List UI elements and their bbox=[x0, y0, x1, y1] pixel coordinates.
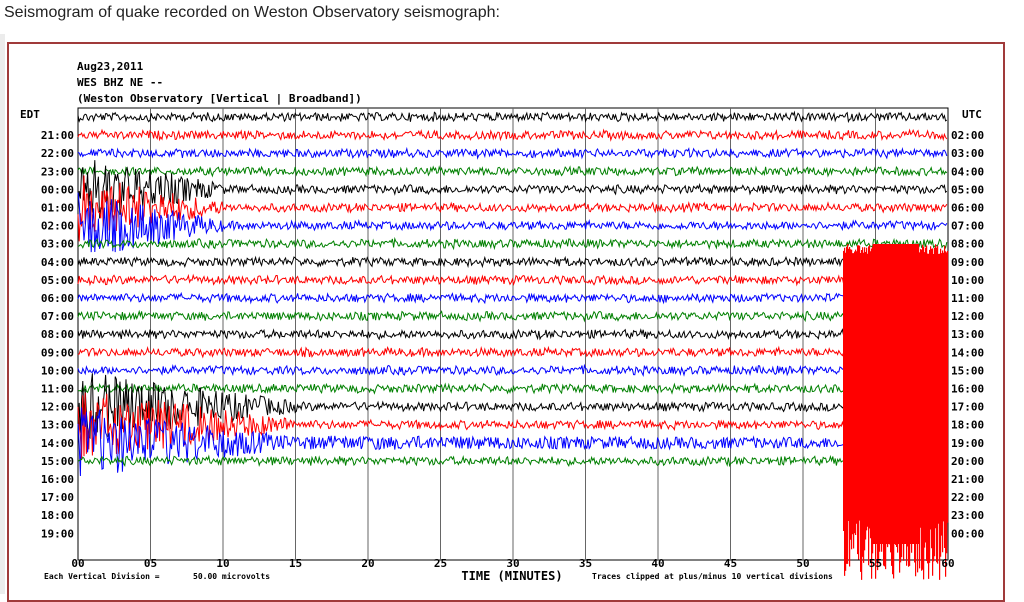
left-time-label: 00:00 bbox=[41, 183, 74, 196]
trace-line bbox=[77, 110, 948, 124]
left-time-label: 06:00 bbox=[41, 292, 74, 305]
page-edge bbox=[0, 34, 5, 594]
trace-line bbox=[77, 273, 948, 287]
trace-line bbox=[77, 373, 948, 441]
x-tick-label: 55 bbox=[869, 557, 882, 570]
right-time-label: 08:00 bbox=[951, 238, 984, 251]
right-time-label: 10:00 bbox=[951, 274, 984, 287]
x-tick-label: 40 bbox=[651, 557, 664, 570]
left-time-label: 16:00 bbox=[41, 473, 74, 486]
right-time-label: 16:00 bbox=[951, 383, 984, 396]
right-time-label: 02:00 bbox=[951, 129, 984, 142]
right-time-label: 22:00 bbox=[951, 491, 984, 504]
x-axis-title: TIME (MINUTES) bbox=[461, 569, 562, 583]
x-tick-label: 35 bbox=[579, 557, 592, 570]
trace-line bbox=[77, 382, 948, 395]
right-time-label: 04:00 bbox=[951, 165, 984, 178]
right-time-label: 15:00 bbox=[951, 364, 984, 377]
left-time-label: 15:00 bbox=[41, 455, 74, 468]
x-tick-label: 60 bbox=[941, 557, 954, 570]
trace-line bbox=[77, 407, 948, 477]
trace-line bbox=[77, 291, 948, 305]
left-time-label: 08:00 bbox=[41, 328, 74, 341]
trace-line bbox=[77, 146, 948, 160]
left-time-label: 18:00 bbox=[41, 509, 74, 522]
left-time-label: 10:00 bbox=[41, 364, 74, 377]
right-time-label: 21:00 bbox=[951, 473, 984, 486]
trace-line bbox=[77, 160, 948, 219]
trace-line bbox=[77, 327, 947, 341]
right-time-label: 09:00 bbox=[951, 256, 984, 269]
left-time-label: 19:00 bbox=[41, 527, 74, 540]
trace-line bbox=[77, 165, 948, 178]
trace-line bbox=[77, 392, 948, 460]
right-time-label: 05:00 bbox=[951, 183, 984, 196]
left-time-label: 14:00 bbox=[41, 437, 74, 450]
x-tick-label: 10 bbox=[216, 557, 229, 570]
left-time-label: 07:00 bbox=[41, 310, 74, 323]
right-time-label: 14:00 bbox=[951, 346, 984, 359]
left-time-label: 04:00 bbox=[41, 256, 74, 269]
right-time-label: 17:00 bbox=[951, 401, 984, 414]
x-tick-label: 30 bbox=[506, 557, 519, 570]
left-axis-title: EDT bbox=[20, 108, 40, 121]
left-time-label: 01:00 bbox=[41, 202, 74, 215]
left-time-label: 12:00 bbox=[41, 401, 74, 414]
left-time-label: 11:00 bbox=[41, 383, 74, 396]
x-tick-label: 15 bbox=[289, 557, 302, 570]
trace-line bbox=[77, 236, 948, 251]
trace-line bbox=[77, 128, 948, 142]
trace-line bbox=[77, 363, 948, 378]
trace-line bbox=[77, 175, 948, 242]
trace-line bbox=[77, 192, 948, 253]
x-tick-label: 50 bbox=[796, 557, 809, 570]
header-date: Aug23,2011 bbox=[77, 60, 144, 73]
x-tick-label: 00 bbox=[71, 557, 84, 570]
header-station: WES BHZ NE -- bbox=[77, 76, 163, 89]
right-time-label: 23:00 bbox=[951, 509, 984, 522]
right-time-label: 18:00 bbox=[951, 419, 984, 432]
right-time-label: 00:00 bbox=[951, 527, 984, 540]
quake-clipped-block bbox=[872, 244, 919, 544]
trace-line bbox=[77, 309, 948, 323]
time-labels: 21:00 02:00 22:00 03:00 23:00 04:00 00:00 05:00… bbox=[41, 129, 984, 540]
left-time-label: 03:00 bbox=[41, 238, 74, 251]
footer-clip-note: Traces clipped at plus/minus 10 vertical… bbox=[592, 571, 833, 581]
x-tick-labels: 00 05 10 15 20 25 30 35 40 45 50 55 60 bbox=[71, 557, 954, 570]
right-time-label: 03:00 bbox=[951, 147, 984, 160]
right-time-label: 11:00 bbox=[951, 292, 984, 305]
header-instrument: (Weston Observatory [Vertical | Broadban… bbox=[77, 92, 362, 105]
x-tick-label: 05 bbox=[144, 557, 157, 570]
right-time-label: 19:00 bbox=[951, 437, 984, 450]
left-time-label: 21:00 bbox=[41, 129, 74, 142]
trace-line bbox=[77, 345, 948, 359]
x-tick-label: 45 bbox=[724, 557, 737, 570]
right-time-label: 06:00 bbox=[951, 202, 984, 215]
trace-group bbox=[77, 110, 949, 580]
left-time-label: 02:00 bbox=[41, 220, 74, 233]
right-time-label: 13:00 bbox=[951, 328, 984, 341]
left-time-label: 09:00 bbox=[41, 346, 74, 359]
left-time-label: 13:00 bbox=[41, 419, 74, 432]
x-tick-label: 20 bbox=[361, 557, 374, 570]
page-caption: Seismogram of quake recorded on Weston O… bbox=[4, 4, 500, 21]
left-time-label: 22:00 bbox=[41, 147, 74, 160]
right-time-label: 20:00 bbox=[951, 455, 984, 468]
right-time-label: 12:00 bbox=[951, 310, 984, 323]
x-tick-label: 25 bbox=[434, 557, 447, 570]
left-time-label: 17:00 bbox=[41, 491, 74, 504]
right-time-label: 07:00 bbox=[951, 220, 984, 233]
trace-line bbox=[77, 454, 948, 468]
footer-division-value: 50.00 microvolts bbox=[193, 571, 270, 581]
left-time-label: 23:00 bbox=[41, 165, 74, 178]
footer-division-label: Each Vertical Division = bbox=[44, 571, 160, 581]
left-time-label: 05:00 bbox=[41, 274, 74, 287]
right-axis-title: UTC bbox=[962, 108, 982, 121]
trace-line bbox=[77, 255, 948, 269]
